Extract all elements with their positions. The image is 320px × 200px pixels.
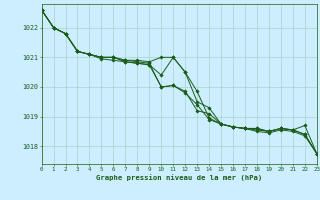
X-axis label: Graphe pression niveau de la mer (hPa): Graphe pression niveau de la mer (hPa) [96, 174, 262, 181]
